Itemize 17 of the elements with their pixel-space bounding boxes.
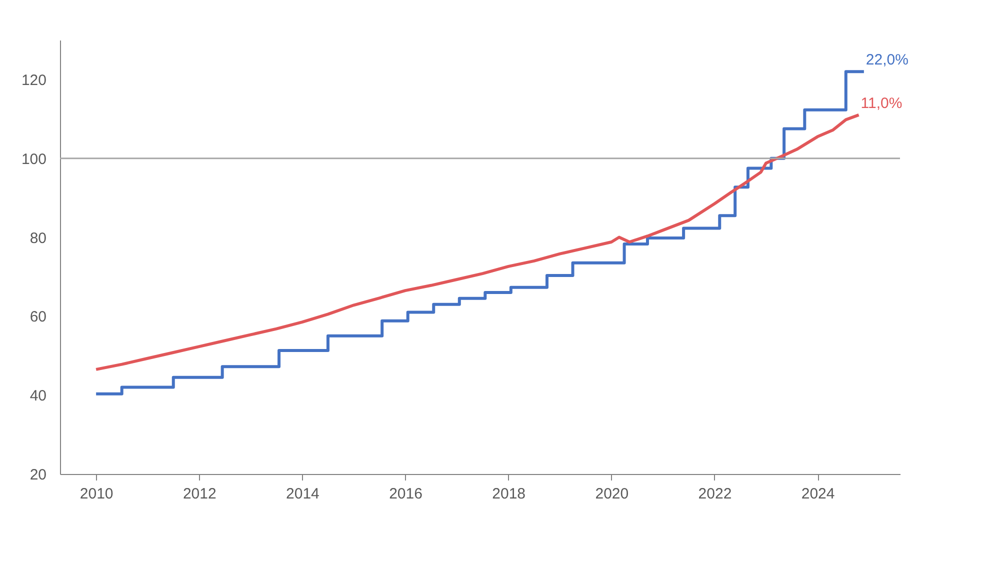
y-tick-label: 120 (21, 72, 46, 89)
x-tick-label: 2018 (492, 486, 526, 502)
x-tick-label: 2020 (595, 486, 629, 502)
annotation: 22,0% (866, 52, 908, 69)
x-tick-label: 2022 (698, 486, 732, 502)
y-tick-label: 40 (30, 388, 46, 405)
y-tick-label: 60 (30, 308, 46, 326)
annotation: 11,0% (860, 94, 902, 112)
x-tick-label: 2010 (80, 486, 114, 502)
y-tick-label: 80 (30, 230, 46, 247)
x-tick-label: 2014 (286, 486, 320, 502)
y-tick-label: 100 (21, 150, 46, 168)
x-tick-label: 2024 (801, 486, 835, 502)
line-series (94, 113, 860, 371)
x-tick-label: 2012 (182, 486, 216, 502)
x-tick-label: 2016 (389, 486, 422, 502)
y-tick-label: 20 (30, 466, 46, 484)
